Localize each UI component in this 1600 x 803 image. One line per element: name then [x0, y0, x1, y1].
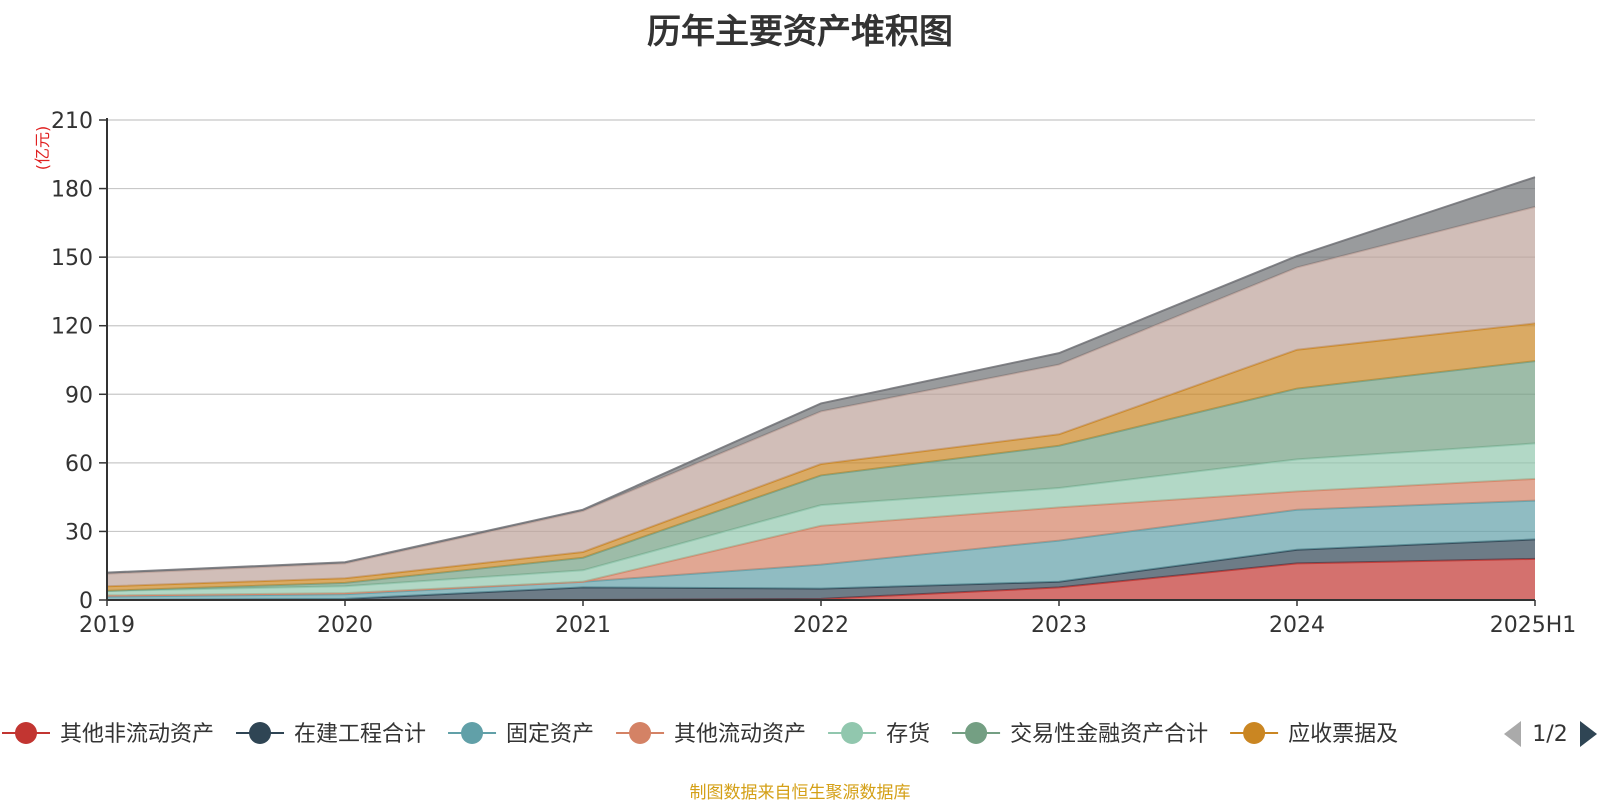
x-tick-label: 2019	[79, 613, 135, 638]
area-series-存货	[107, 443, 1535, 596]
y-tick-label: 120	[51, 315, 93, 340]
legend-label: 其他流动资产	[674, 722, 806, 747]
legend-next-icon[interactable]	[1580, 721, 1597, 747]
y-tick-label: 90	[65, 383, 93, 408]
y-tick-label: 0	[79, 589, 93, 614]
area-series	[106, 176, 1536, 601]
legend-marker	[1243, 722, 1266, 744]
legend-marker	[461, 722, 484, 744]
series-line	[106, 442, 1536, 592]
y-tick-label: 30	[65, 520, 93, 545]
source-note: 制图数据来自恒生聚源数据库	[689, 783, 911, 803]
legend-item[interactable]: 其他流动资产	[616, 722, 806, 747]
area-series-应收票据及	[107, 323, 1535, 591]
x-tick-label: 2023	[1031, 613, 1087, 638]
legend-page-indicator: 1/2	[1532, 722, 1567, 747]
legend-marker	[15, 722, 37, 744]
y-tick-label: 180	[51, 178, 93, 203]
x-tick-label: 2020	[317, 613, 373, 638]
legend-marker	[249, 722, 272, 744]
legend-marker	[841, 722, 864, 744]
x-tick-label: 2024	[1269, 613, 1325, 638]
legend-item[interactable]: 在建工程合计	[236, 722, 426, 747]
legend-marker	[965, 722, 988, 744]
legend-marker	[629, 722, 652, 744]
legend-item[interactable]: 交易性金融资产合计	[952, 722, 1208, 747]
legend-label: 固定资产	[506, 722, 594, 747]
legend: 其他非流动资产 在建工程合计 固定资产 其他流动资产 存货 交易性金融资产合计 应收票据及 1…	[2, 721, 1597, 747]
y-tick-label: 210	[51, 109, 93, 134]
legend-prev-icon[interactable]	[1504, 721, 1521, 747]
chart-title: 历年主要资产堆积图	[647, 12, 953, 52]
legend-item[interactable]: 存货	[828, 722, 930, 747]
legend-label: 存货	[886, 722, 930, 747]
x-tick-label: 2021	[555, 613, 611, 638]
axes: 0 30 60 90 120 150 180 210 2019 2020 2021 2022 2023 2…	[51, 109, 1576, 638]
area-series-其他非流动资产	[107, 558, 1535, 600]
legend-item[interactable]: 其他非流动资产	[2, 722, 214, 747]
x-tick-label: 2025H1	[1490, 613, 1577, 638]
series-line	[106, 176, 1536, 574]
x-tick-label: 2022	[793, 613, 849, 638]
series-line	[106, 205, 1536, 575]
legend-item[interactable]: 固定资产	[448, 722, 594, 747]
area-series-unnamed	[107, 206, 1535, 587]
legend-label: 应收票据及	[1288, 722, 1398, 747]
legend-item[interactable]: 应收票据及	[1230, 722, 1398, 747]
legend-label: 其他非流动资产	[60, 722, 214, 747]
legend-label: 在建工程合计	[294, 722, 426, 747]
y-tick-label: 60	[65, 452, 93, 477]
legend-label: 交易性金融资产合计	[1010, 722, 1208, 747]
y-axis-unit-label: (亿元)	[33, 126, 52, 171]
y-tick-label: 150	[51, 246, 93, 271]
area-series-其他流动资产	[107, 478, 1535, 597]
